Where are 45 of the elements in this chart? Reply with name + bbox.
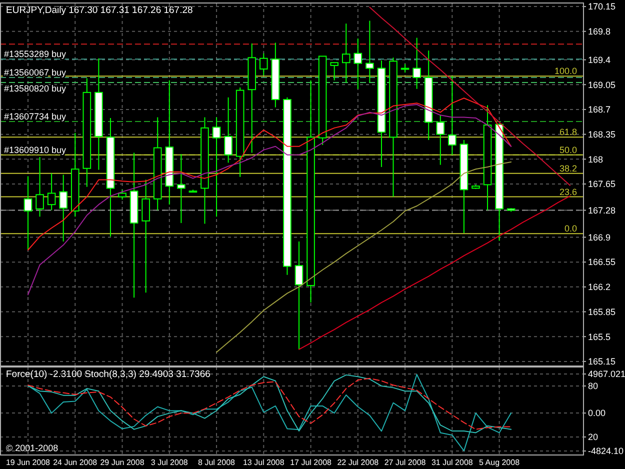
ref-line-label: #13580820 buy xyxy=(4,84,67,94)
annotation: 61.8 xyxy=(559,127,577,138)
y-tick-label: 169.05 xyxy=(588,80,616,90)
y-tick-label: 165.85 xyxy=(588,306,616,317)
chart-title: EURJPY,Daily 167.30 167.31 167.26 167.28 xyxy=(6,5,193,16)
y-tick-label: 168 xyxy=(588,154,604,164)
y-tick-label: 168.35 xyxy=(588,129,616,140)
x-tick-label: 22 Jul 2008 xyxy=(337,458,380,467)
ref-line-label: #13609910 buy xyxy=(4,144,67,155)
chart-title: Force(10) -2.3100 Stoch(8,3,3) 29.4903 31.7366 xyxy=(6,369,210,380)
x-tick-label: 13 Jul 2008 xyxy=(242,458,285,467)
x-tick-label: 8 Jul 2008 xyxy=(198,458,236,467)
y-tick-label: 166.9 xyxy=(588,232,611,242)
y2-tick-label: 20 xyxy=(588,432,598,442)
y-tick-label: 167.28 xyxy=(588,205,616,216)
annotation: 50.0 xyxy=(559,144,577,155)
y-tick-label: 169.4 xyxy=(588,54,611,65)
ref-line-label: #13607734 buy xyxy=(4,112,67,122)
x-tick-label: 31 Jul 2008 xyxy=(431,458,474,467)
y-tick-label: 166.55 xyxy=(588,257,616,268)
x-tick-label: 24 Jun 2008 xyxy=(53,458,98,467)
x-tick-label: 17 Jul 2008 xyxy=(290,458,332,467)
y2-tick-label: 80 xyxy=(588,381,598,392)
y-tick-label: 167.65 xyxy=(588,179,616,190)
annotation: 100.0 xyxy=(554,66,577,76)
y-tick-label: 169.8 xyxy=(588,26,611,37)
ref-line-label: #13553289 buy xyxy=(4,49,67,60)
annotation: 38.2 xyxy=(559,163,577,174)
y-tick-label: 168.7 xyxy=(588,104,611,115)
ref-line-label: #13560067 buy xyxy=(4,68,67,78)
x-tick-label: 29 Jun 2008 xyxy=(100,458,145,467)
x-tick-label: 19 Jun 2008 xyxy=(6,458,51,467)
y-tick-label: 170.15 xyxy=(588,2,616,12)
x-tick-label: 5 Aug 2008 xyxy=(479,458,520,467)
y-tick-label: 165.5 xyxy=(588,332,611,342)
x-tick-label: 3 Jul 2008 xyxy=(150,458,188,467)
annotation: 23.6 xyxy=(559,186,577,197)
y-tick-label: 0.00 xyxy=(588,408,606,418)
y-tick-label: 165.15 xyxy=(588,356,616,367)
y-tick-label: -4824.10 xyxy=(588,446,624,456)
y-tick-label: 166.2 xyxy=(588,282,611,292)
y-tick-label: 4967.021 xyxy=(588,369,625,380)
annotation: 0.0 xyxy=(564,224,577,234)
x-tick-label: 27 Jul 2008 xyxy=(384,458,426,467)
annotation: © 2001-2008 xyxy=(6,443,58,453)
